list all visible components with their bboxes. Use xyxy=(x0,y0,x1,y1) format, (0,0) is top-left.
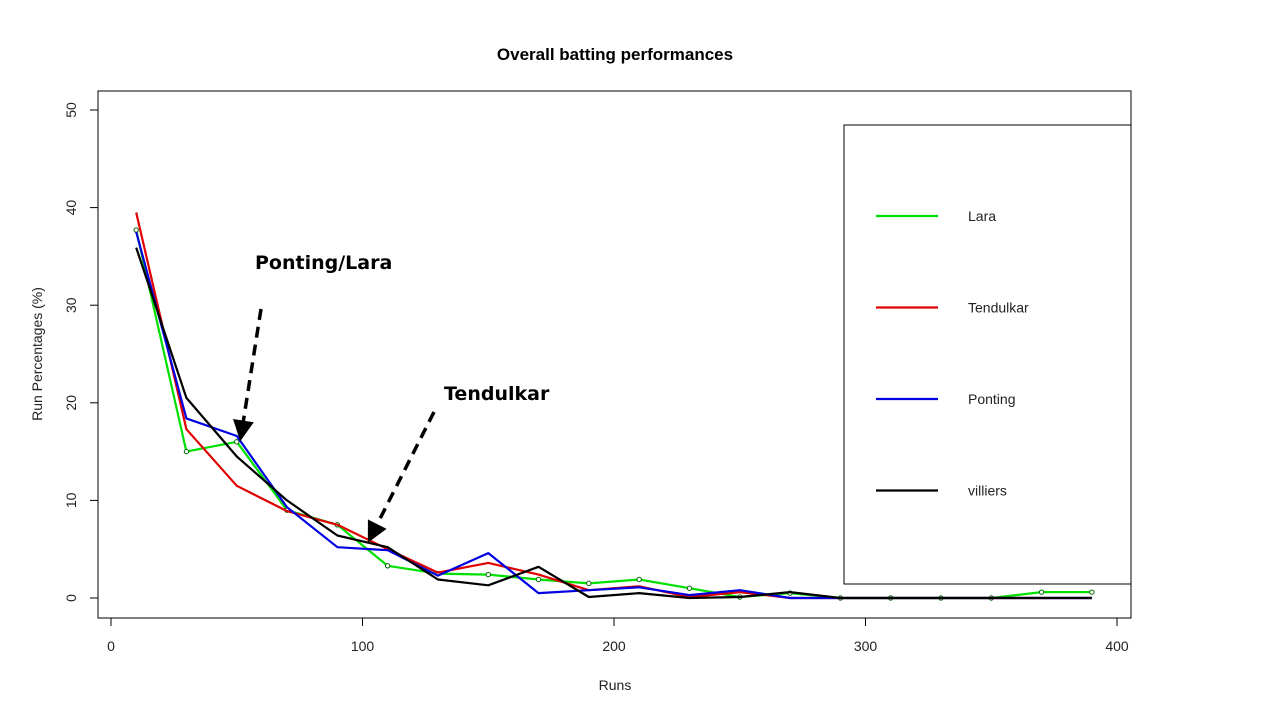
data-point xyxy=(133,227,139,233)
x-axis: 0 100 200 300 400 xyxy=(107,617,1129,654)
y-tick-label: 0 xyxy=(63,594,79,602)
legend-item-villiers: villiers xyxy=(876,483,1007,499)
annotations: Ponting/Lara Tendulkar xyxy=(233,252,550,543)
legend-label: villiers xyxy=(968,483,1007,499)
y-tick-label: 30 xyxy=(63,297,79,313)
annotation-tendulkar: Tendulkar xyxy=(367,383,550,543)
y-tick-label: 40 xyxy=(63,200,79,216)
annotation-ponting-lara: Ponting/Lara xyxy=(233,252,392,442)
legend-item-lara: Lara xyxy=(876,208,996,224)
x-tick-label: 100 xyxy=(351,638,375,654)
data-point xyxy=(384,563,391,569)
data-point xyxy=(1038,589,1045,595)
x-tick-label: 0 xyxy=(107,638,115,654)
legend-label: Ponting xyxy=(968,391,1015,407)
y-tick-label: 50 xyxy=(63,102,79,118)
y-tick-label: 20 xyxy=(63,395,79,411)
chart-title: Overall batting performances xyxy=(497,45,733,64)
y-axis: 0 10 20 30 40 50 xyxy=(63,102,99,602)
data-point xyxy=(485,571,491,578)
annotation-label: Tendulkar xyxy=(444,383,550,405)
legend-item-ponting: Ponting xyxy=(876,391,1015,407)
x-tick-label: 300 xyxy=(854,638,878,654)
legend-box xyxy=(843,124,1132,585)
y-axis-label: Run Percentages (%) xyxy=(29,287,45,421)
annotation-arrow xyxy=(233,308,263,442)
data-point xyxy=(234,439,240,445)
data-point xyxy=(686,585,693,591)
data-point xyxy=(636,576,642,583)
series-layer xyxy=(133,212,1095,601)
x-tick-label: 200 xyxy=(602,638,626,654)
annotation-arrow xyxy=(367,411,436,543)
data-point xyxy=(586,580,592,587)
legend-item-tendulkar: Tendulkar xyxy=(876,300,1029,316)
y-tick-label: 10 xyxy=(63,492,79,508)
data-point xyxy=(1089,589,1095,595)
series-line-villiers xyxy=(135,247,1092,600)
legend-label: Tendulkar xyxy=(968,300,1029,316)
legend-label: Lara xyxy=(968,208,996,224)
annotation-label: Ponting/Lara xyxy=(255,252,392,274)
data-point xyxy=(183,448,190,455)
x-tick-label: 400 xyxy=(1105,638,1129,654)
x-axis-label: Runs xyxy=(599,677,632,693)
series-villiers xyxy=(135,247,1092,600)
data-point xyxy=(535,576,542,583)
legend: Lara Tendulkar Ponting villiers xyxy=(843,124,1132,585)
